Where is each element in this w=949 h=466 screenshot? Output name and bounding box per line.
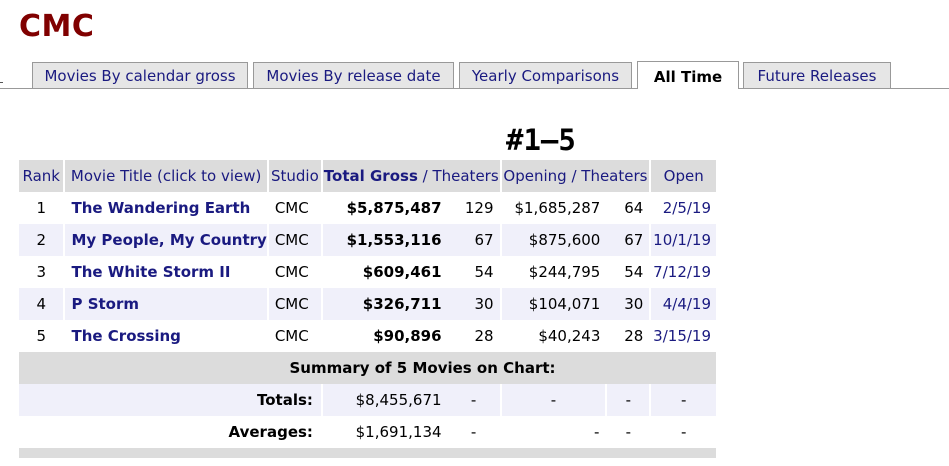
row-open-date[interactable]: 10/1/19 — [650, 224, 716, 256]
row-theaters: 54 — [447, 256, 502, 288]
row-studio: CMC — [267, 256, 323, 288]
row-open-date[interactable]: 3/15/19 — [650, 320, 716, 352]
tab-yearly-comparisons[interactable]: Yearly Comparisons — [459, 62, 632, 88]
totals-opening: - — [500, 384, 608, 416]
row-opening-theaters: 54 — [606, 256, 652, 288]
row-opening: $104,071 — [500, 288, 607, 320]
row-studio: CMC — [267, 224, 323, 256]
brand-logo-text: CMC — [19, 9, 95, 44]
totals-theaters: - — [447, 384, 502, 416]
totals-label: Totals: — [19, 384, 323, 416]
header-rank-label[interactable]: Rank — [22, 167, 60, 185]
averages-row: Averages: $1,691,134 - - - - — [19, 416, 716, 448]
table-row: 5 The Crossing CMC $90,896 28 $40,243 28… — [19, 320, 716, 352]
row-title[interactable]: The Wandering Earth — [64, 192, 269, 224]
movie-link[interactable]: The White Storm II — [71, 263, 231, 281]
tab-future-releases[interactable]: Future Releases — [743, 62, 891, 88]
row-opening: $244,795 — [500, 256, 607, 288]
table-footer-cell — [19, 448, 716, 458]
movie-link[interactable]: My People, My Country — [71, 231, 267, 249]
movies-table: Rank Movie Title (click to view) Studio … — [19, 160, 716, 458]
totals-opening-theaters: - — [606, 384, 652, 416]
row-opening: $40,243 — [500, 320, 607, 352]
table-row: 4 P Storm CMC $326,711 30 $104,071 30 4/… — [19, 288, 716, 320]
row-title[interactable]: P Storm — [64, 288, 269, 320]
row-open-date[interactable]: 7/12/19 — [650, 256, 716, 288]
row-rank: 5 — [19, 320, 66, 352]
row-rank: 1 — [19, 192, 66, 224]
row-total-gross: $326,711 — [321, 288, 448, 320]
table-footer-bar — [19, 448, 716, 458]
header-open[interactable]: Open — [650, 160, 716, 192]
header-opening-label[interactable]: Opening — [503, 167, 567, 185]
header-studio-label[interactable]: Studio — [270, 167, 319, 185]
movie-link[interactable]: P Storm — [71, 295, 140, 313]
row-total-gross: $1,553,116 — [321, 224, 448, 256]
movie-link[interactable]: The Crossing — [71, 327, 181, 345]
row-studio: CMC — [267, 288, 323, 320]
row-rank: 4 — [19, 288, 66, 320]
tab-bar-baseline — [0, 88, 949, 89]
row-theaters: 67 — [447, 224, 502, 256]
row-open-date[interactable]: 4/4/19 — [650, 288, 716, 320]
summary-label: Summary of 5 Movies on Chart: — [19, 352, 716, 384]
averages-gross: $1,691,134 — [321, 416, 448, 448]
header-sep-1: / — [417, 167, 433, 185]
row-rank: 3 — [19, 256, 66, 288]
row-title[interactable]: The White Storm II — [64, 256, 269, 288]
row-total-gross: $5,875,487 — [321, 192, 448, 224]
header-rank[interactable]: Rank — [19, 160, 66, 192]
row-total-gross: $609,461 — [321, 256, 448, 288]
summary-row: Summary of 5 Movies on Chart: — [19, 352, 716, 384]
averages-opening-theaters: - — [606, 416, 652, 448]
row-theaters: 30 — [447, 288, 502, 320]
row-opening-theaters: 64 — [606, 192, 652, 224]
row-title[interactable]: The Crossing — [64, 320, 269, 352]
row-opening: $875,600 — [500, 224, 607, 256]
row-studio: CMC — [267, 320, 323, 352]
header-title-label[interactable]: Movie Title (click to view) — [70, 167, 262, 185]
row-theaters: 129 — [447, 192, 502, 224]
row-title[interactable]: My People, My Country — [64, 224, 269, 256]
row-theaters: 28 — [447, 320, 502, 352]
header-studio[interactable]: Studio — [267, 160, 323, 192]
table-row: 2 My People, My Country CMC $1,553,116 6… — [19, 224, 716, 256]
tab-bar-tick — [0, 82, 3, 83]
table-row: 3 The White Storm II CMC $609,461 54 $24… — [19, 256, 716, 288]
header-title[interactable]: Movie Title (click to view) — [64, 160, 269, 192]
header-theaters-label[interactable]: Theaters — [432, 167, 499, 185]
header-opening-theaters-label[interactable]: Theaters — [581, 167, 648, 185]
tab-movies-by-calendar-gross[interactable]: Movies By calendar gross — [32, 62, 248, 88]
row-opening: $1,685,287 — [500, 192, 607, 224]
header-open-label[interactable]: Open — [663, 167, 704, 185]
tab-movies-by-release-date[interactable]: Movies By release date — [253, 62, 454, 88]
row-studio: CMC — [267, 192, 323, 224]
table-row: 1 The Wandering Earth CMC $5,875,487 129… — [19, 192, 716, 224]
totals-open: - — [650, 384, 716, 416]
header-total-gross-theaters: Total Gross / Theaters — [321, 160, 502, 192]
averages-label: Averages: — [19, 416, 323, 448]
range-title: #1–5 — [506, 123, 576, 157]
averages-opening: - — [500, 416, 608, 448]
movie-link[interactable]: The Wandering Earth — [71, 199, 251, 217]
table-header-row: Rank Movie Title (click to view) Studio … — [19, 160, 716, 192]
row-open-date[interactable]: 2/5/19 — [650, 192, 716, 224]
header-opening-theaters: Opening / Theaters — [500, 160, 652, 192]
totals-row: Totals: $8,455,671 - - - - — [19, 384, 716, 416]
averages-theaters: - — [447, 416, 502, 448]
averages-open: - — [650, 416, 716, 448]
header-sep-2: / — [566, 167, 582, 185]
tab-all-time[interactable]: All Time — [637, 61, 739, 89]
row-rank: 2 — [19, 224, 66, 256]
row-opening-theaters: 30 — [606, 288, 652, 320]
header-total-gross-label[interactable]: Total Gross — [323, 167, 418, 185]
row-opening-theaters: 67 — [606, 224, 652, 256]
row-total-gross: $90,896 — [321, 320, 448, 352]
row-opening-theaters: 28 — [606, 320, 652, 352]
totals-gross: $8,455,671 — [321, 384, 448, 416]
